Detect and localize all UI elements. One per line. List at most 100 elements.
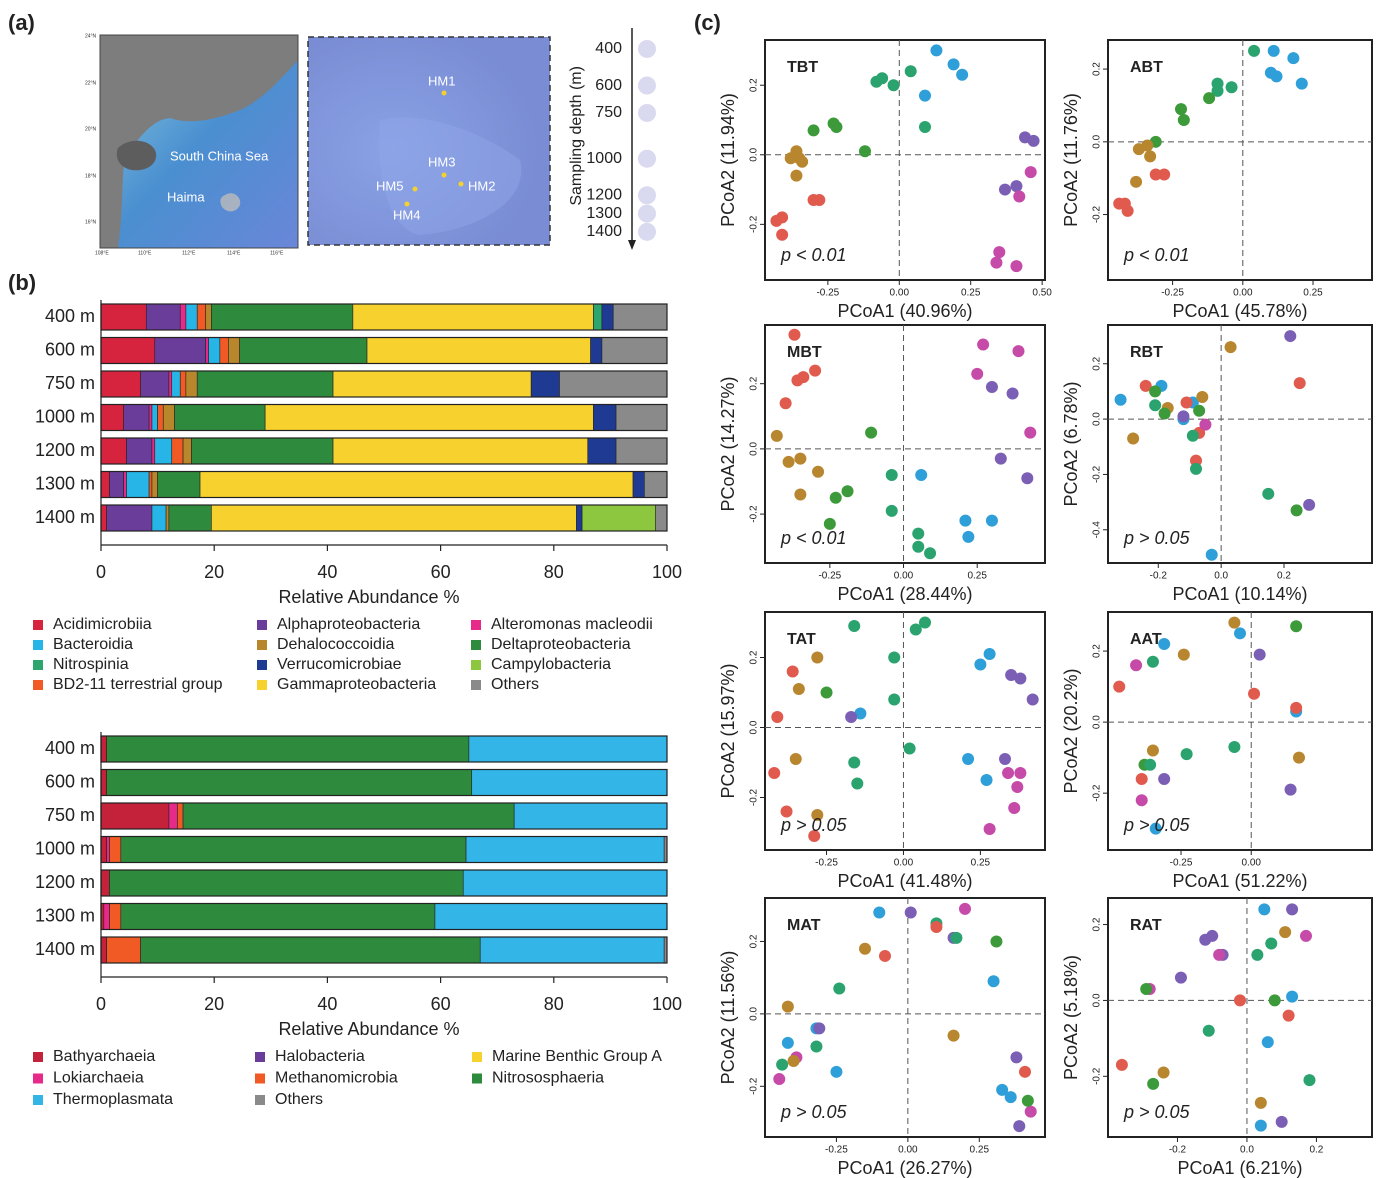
legend-label: Others — [275, 1091, 323, 1108]
panel-title: AAT — [1130, 631, 1162, 648]
point — [1021, 472, 1033, 484]
legend-label: Marine Benthic Group A — [492, 1048, 662, 1065]
point — [1144, 759, 1156, 771]
point — [990, 935, 1002, 947]
point — [959, 515, 971, 527]
legend-label: Campylobacteria — [491, 656, 611, 673]
point — [830, 1066, 842, 1078]
bar-segment — [186, 371, 197, 397]
bar-segment — [172, 438, 183, 464]
bar-segment — [152, 505, 166, 531]
depth-marker — [638, 77, 656, 95]
bar-segment — [124, 405, 149, 431]
point — [1149, 399, 1161, 411]
bar-segment — [616, 438, 667, 464]
annotation: p > 0.05 — [1123, 1102, 1191, 1122]
point — [1213, 949, 1225, 961]
bar-segment — [126, 438, 151, 464]
bar-segment — [559, 371, 667, 397]
legend-swatch — [33, 620, 43, 630]
point — [776, 1059, 788, 1071]
x-tick-label: 0.25 — [961, 288, 981, 299]
point — [1190, 463, 1202, 475]
bar-segment — [101, 505, 107, 531]
bar-segment — [141, 371, 169, 397]
depth-label: 1000 — [586, 150, 622, 167]
x-tick-label: -0.25 — [1161, 288, 1184, 299]
point — [1013, 191, 1025, 203]
point — [1147, 745, 1159, 757]
point — [1002, 767, 1014, 779]
point — [793, 683, 805, 695]
annotation: p > 0.05 — [1123, 815, 1191, 835]
point — [1130, 176, 1142, 188]
panel-title: MBT — [787, 344, 822, 361]
site-label: HM3 — [428, 154, 455, 169]
point — [788, 1055, 800, 1067]
point — [794, 489, 806, 501]
bar-segment — [107, 736, 469, 762]
point — [848, 620, 860, 632]
x-axis-label: PCoA1 (28.44%) — [837, 584, 972, 604]
legend-swatch — [33, 1095, 43, 1105]
y-axis-label: PCoA2 (15.97%) — [718, 663, 738, 798]
legend-swatch — [33, 660, 43, 670]
point — [813, 194, 825, 206]
point — [1113, 198, 1125, 210]
point — [1286, 903, 1298, 915]
lon-label: 114°E — [227, 250, 241, 256]
point — [950, 932, 962, 944]
point — [1177, 410, 1189, 422]
bar-segment — [109, 837, 120, 863]
y-axis-label: PCoA2 (11.76%) — [1061, 93, 1081, 227]
legend-label: Halobacteria — [275, 1048, 365, 1065]
legend-swatch — [257, 680, 267, 690]
x-axis-label: Relative Abundance % — [278, 587, 459, 607]
point — [873, 906, 885, 918]
point — [1206, 549, 1218, 561]
y-tick-label: 0.2 — [749, 934, 760, 948]
point — [1014, 767, 1026, 779]
bar-segment — [158, 472, 200, 498]
lon-label: 108°E — [95, 250, 109, 256]
panel-label: (c) — [694, 10, 721, 35]
depth-label: 400 — [595, 40, 622, 57]
point — [1178, 649, 1190, 661]
depth-marker — [638, 223, 656, 241]
legend-swatch — [471, 660, 481, 670]
bar-segment — [101, 870, 109, 896]
bar-segment — [109, 904, 120, 930]
y-tick-label: -0.2 — [749, 505, 760, 523]
x-tick-label: -0.25 — [825, 1145, 848, 1156]
y-tick-label: -0.2 — [749, 1077, 760, 1095]
legend-swatch — [33, 640, 43, 650]
category-label: 1200 m — [35, 872, 95, 892]
bar-segment — [169, 803, 177, 829]
point — [1251, 949, 1263, 961]
bar-segment — [101, 371, 141, 397]
bar-segment — [152, 405, 158, 431]
y-axis-label: PCoA2 (11.56%) — [718, 951, 738, 1085]
annotation: p > 0.05 — [1123, 528, 1191, 548]
y-axis-label: PCoA2 (14.27%) — [718, 376, 738, 511]
legend-label: Deltaproteobacteria — [491, 636, 631, 653]
legend-swatch — [257, 620, 267, 630]
bar-segment — [466, 837, 664, 863]
point — [808, 124, 820, 136]
point — [1136, 773, 1148, 785]
point — [1147, 1078, 1159, 1090]
overview-map: South China Sea Haima 24°N 22°N 20°N 18°… — [85, 33, 298, 256]
legend-label: Nitrospinia — [53, 656, 129, 673]
point — [948, 58, 960, 70]
bar-segment — [101, 304, 146, 330]
point — [919, 121, 931, 133]
bar-segment — [613, 304, 667, 330]
point — [1225, 341, 1237, 353]
point — [794, 453, 806, 465]
bar-segment — [141, 937, 481, 963]
bar-segment — [101, 837, 107, 863]
y-tick-label: 0.2 — [1092, 62, 1103, 76]
point — [984, 823, 996, 835]
x-tick-label: 0.25 — [1303, 288, 1323, 299]
point — [1007, 387, 1019, 399]
